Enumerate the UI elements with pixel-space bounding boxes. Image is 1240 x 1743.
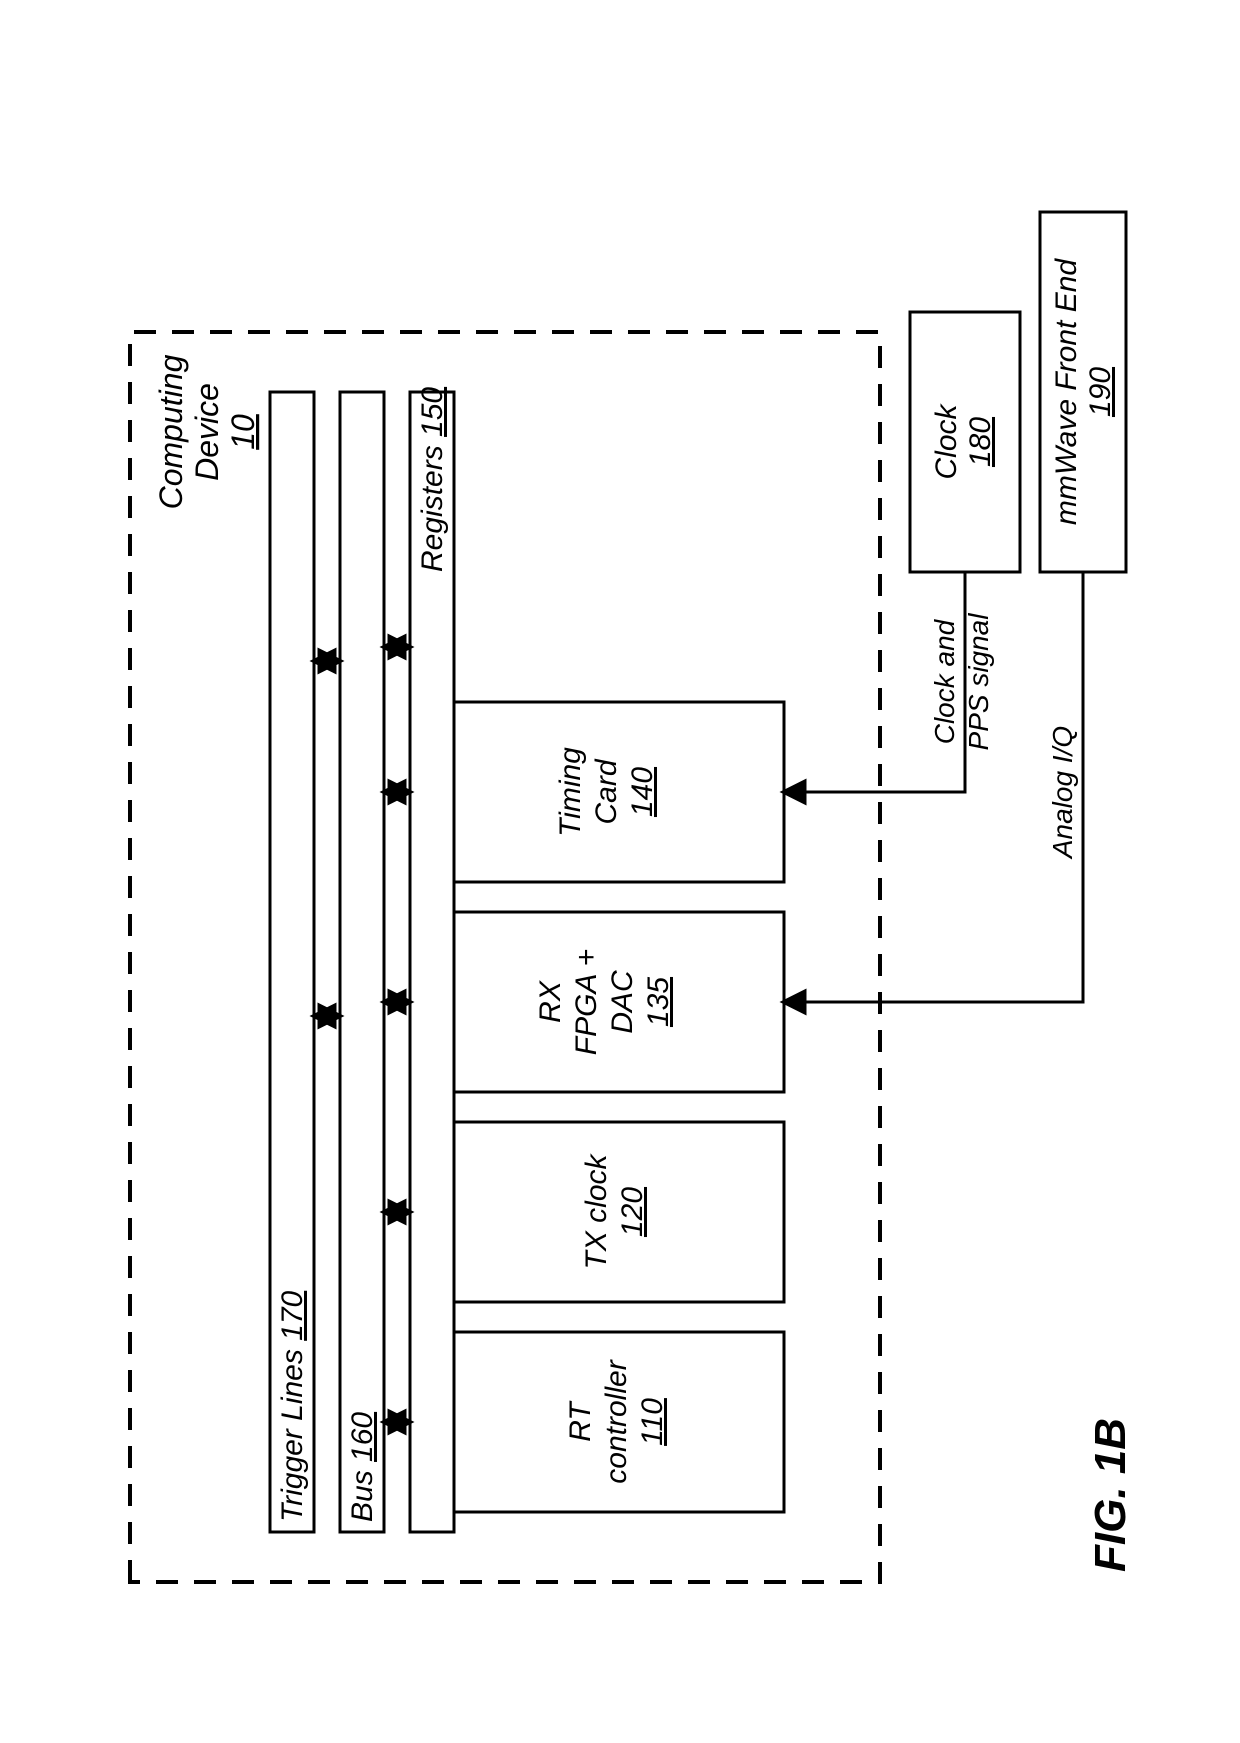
- svg-text:RX: RX: [534, 980, 567, 1023]
- bus-bar: [340, 392, 384, 1532]
- svg-text:135: 135: [642, 976, 675, 1026]
- svg-text:120: 120: [616, 1186, 649, 1236]
- svg-text:Computing: Computing: [153, 354, 189, 509]
- svg-text:Registers 150: Registers 150: [416, 386, 449, 571]
- svg-text:DAC: DAC: [606, 969, 639, 1033]
- svg-text:Bus 160: Bus 160: [346, 1411, 379, 1521]
- svg-text:Clock and: Clock and: [929, 618, 960, 744]
- svg-text:Timing: Timing: [554, 746, 587, 836]
- svg-text:Device: Device: [189, 383, 225, 481]
- svg-text:TX clock: TX clock: [580, 1152, 613, 1269]
- svg-text:controller: controller: [600, 1359, 633, 1483]
- svg-text:mmWave Front End: mmWave Front End: [1050, 257, 1083, 525]
- svg-text:180: 180: [964, 416, 997, 466]
- svg-text:RT: RT: [564, 1399, 597, 1441]
- svg-text:140: 140: [626, 766, 659, 816]
- block-diagram: ComputingDevice10 Trigger Lines 170 Bus 16…: [90, 122, 1150, 1622]
- svg-text:FPGA +: FPGA +: [570, 948, 603, 1054]
- figure-label: FIG. 1B: [1086, 1417, 1135, 1571]
- svg-text:Card: Card: [590, 758, 623, 824]
- svg-text:PPS signal: PPS signal: [963, 612, 994, 750]
- svg-text:Trigger Lines 170: Trigger Lines 170: [276, 1290, 309, 1522]
- svg-text:Clock: Clock: [930, 402, 963, 479]
- svg-text:Analog I/Q: Analog I/Q: [1047, 725, 1078, 859]
- svg-text:10: 10: [225, 414, 261, 450]
- svg-text:110: 110: [636, 1397, 669, 1445]
- svg-text:190: 190: [1084, 366, 1117, 416]
